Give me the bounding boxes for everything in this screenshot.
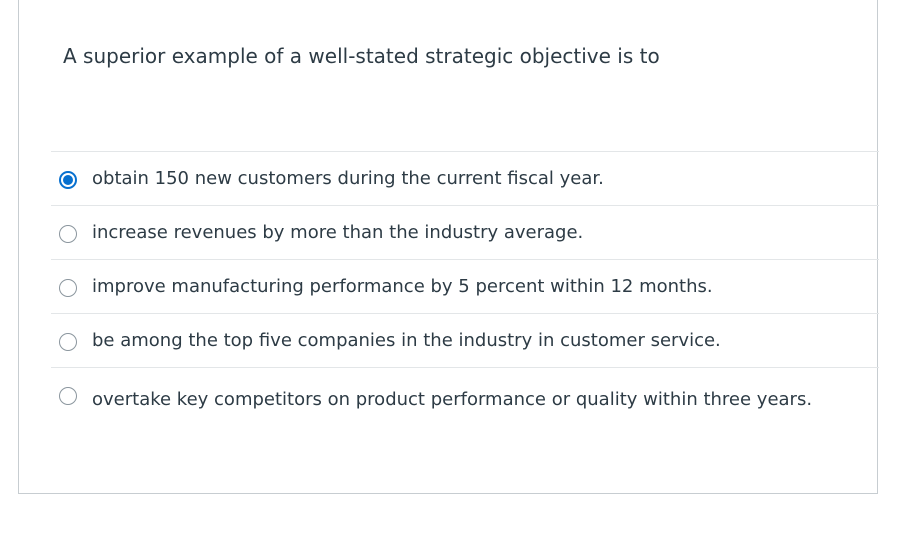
answer-option[interactable]: overtake key competitors on product perf…	[51, 367, 879, 439]
answer-label: obtain 150 new customers during the curr…	[92, 168, 604, 189]
radio-button[interactable]	[59, 225, 77, 243]
radio-button[interactable]	[59, 387, 77, 405]
radio-button[interactable]	[59, 333, 77, 351]
answer-label: increase revenues by more than the indus…	[92, 222, 584, 243]
answer-option[interactable]: improve manufacturing performance by 5 p…	[51, 259, 879, 313]
answer-label: improve manufacturing performance by 5 p…	[92, 276, 713, 297]
question-card: A superior example of a well-stated stra…	[18, 0, 879, 494]
answer-option[interactable]: obtain 150 new customers during the curr…	[51, 151, 879, 205]
answer-label: overtake key competitors on product perf…	[92, 389, 813, 410]
radio-button[interactable]	[59, 279, 77, 297]
answer-label: be among the top five companies in the i…	[92, 330, 721, 351]
answer-option[interactable]: increase revenues by more than the indus…	[51, 205, 879, 259]
question-text: A superior example of a well-stated stra…	[63, 44, 660, 68]
answer-list: obtain 150 new customers during the curr…	[51, 151, 879, 439]
radio-button-selected[interactable]	[59, 171, 77, 189]
answer-option[interactable]: be among the top five companies in the i…	[51, 313, 879, 367]
